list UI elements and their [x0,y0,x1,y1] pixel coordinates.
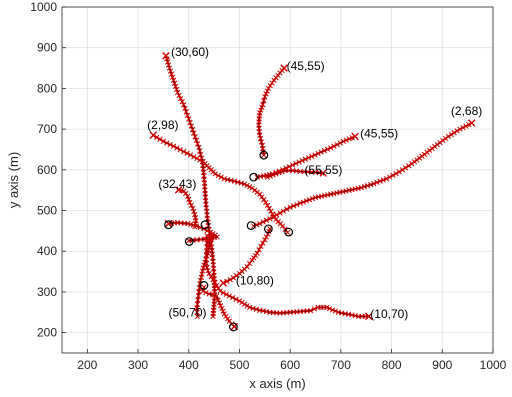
y-tick-label: 900 [37,41,57,55]
track-start-marker [319,169,327,177]
track-end-circle [228,322,238,332]
track-start-marker [467,119,476,127]
y-tick-label: 200 [37,326,57,340]
track [164,219,220,244]
track-annotation: (45,55) [287,59,325,73]
y-tick-label: 300 [37,285,57,299]
track [203,233,373,321]
plot-frame [61,6,494,354]
x-tick-label: 200 [77,358,97,372]
x-tick-label: 1000 [480,358,507,372]
track-annotation: (10,70) [370,307,408,321]
track-start-marker [174,185,183,194]
track [251,119,476,229]
track-start-marker [162,52,170,60]
track-annotation: (10,80) [236,274,274,288]
track-end-circle [200,220,210,230]
track-end-circle [246,221,256,230]
annotations: (30,60) (45,55) (2,68) (2,98) (45,55) (55,55)… [147,45,482,321]
track-annotation: (2,98) [147,118,178,132]
track [162,52,218,320]
track-start-marker [351,132,359,141]
x-tick-label: 600 [280,358,300,372]
track-end-circle [199,281,209,290]
track-end-circle [284,227,294,237]
track [264,167,327,180]
track [174,185,199,230]
track-start-marker [206,234,214,243]
y-tick-label: 700 [37,122,57,136]
x-tick-label: 900 [432,358,452,372]
tracks [149,52,476,331]
track-start-marker [364,312,373,321]
y-tick-label: 1000 [30,0,57,14]
circle-markers [164,150,294,332]
x-tick-label: 700 [331,358,351,372]
track-end-circle [249,172,259,182]
track [254,132,359,180]
track [194,234,214,320]
x-tick-label: 400 [179,358,199,372]
y-axis-label: y axis (m) [6,152,21,208]
ticks: 200 300 400 500 600 700 800 900 1000 200 300 400 500… [30,0,506,372]
track-annotation: (45,55) [360,126,398,140]
track-start-marker [219,279,228,287]
x-tick-label: 800 [382,358,402,372]
y-tick-label: 500 [37,204,57,218]
track-annotation: (50,70) [168,305,206,319]
x-tick-label: 500 [229,358,249,372]
track-start-marker [149,131,158,140]
plot-background [62,7,493,353]
x-tick-label: 300 [128,358,148,372]
track-annotation: (2,68) [451,104,482,118]
track [149,131,291,236]
y-tick-label: 600 [37,163,57,177]
track-end-circle [184,237,194,246]
track [256,64,288,158]
track-end-circle [164,220,173,230]
y-tick-label: 800 [37,81,57,95]
track-start-marker [280,64,288,72]
track-annotation: (55,55) [304,163,342,177]
track-end-circle [259,150,269,160]
track-annotation: (30,60) [171,45,209,59]
track-annotation: (32,43) [158,177,196,191]
track-end-circle [263,224,273,234]
x-axis-label: x axis (m) [249,376,305,391]
y-tick-label: 400 [37,244,57,258]
track [219,226,273,287]
